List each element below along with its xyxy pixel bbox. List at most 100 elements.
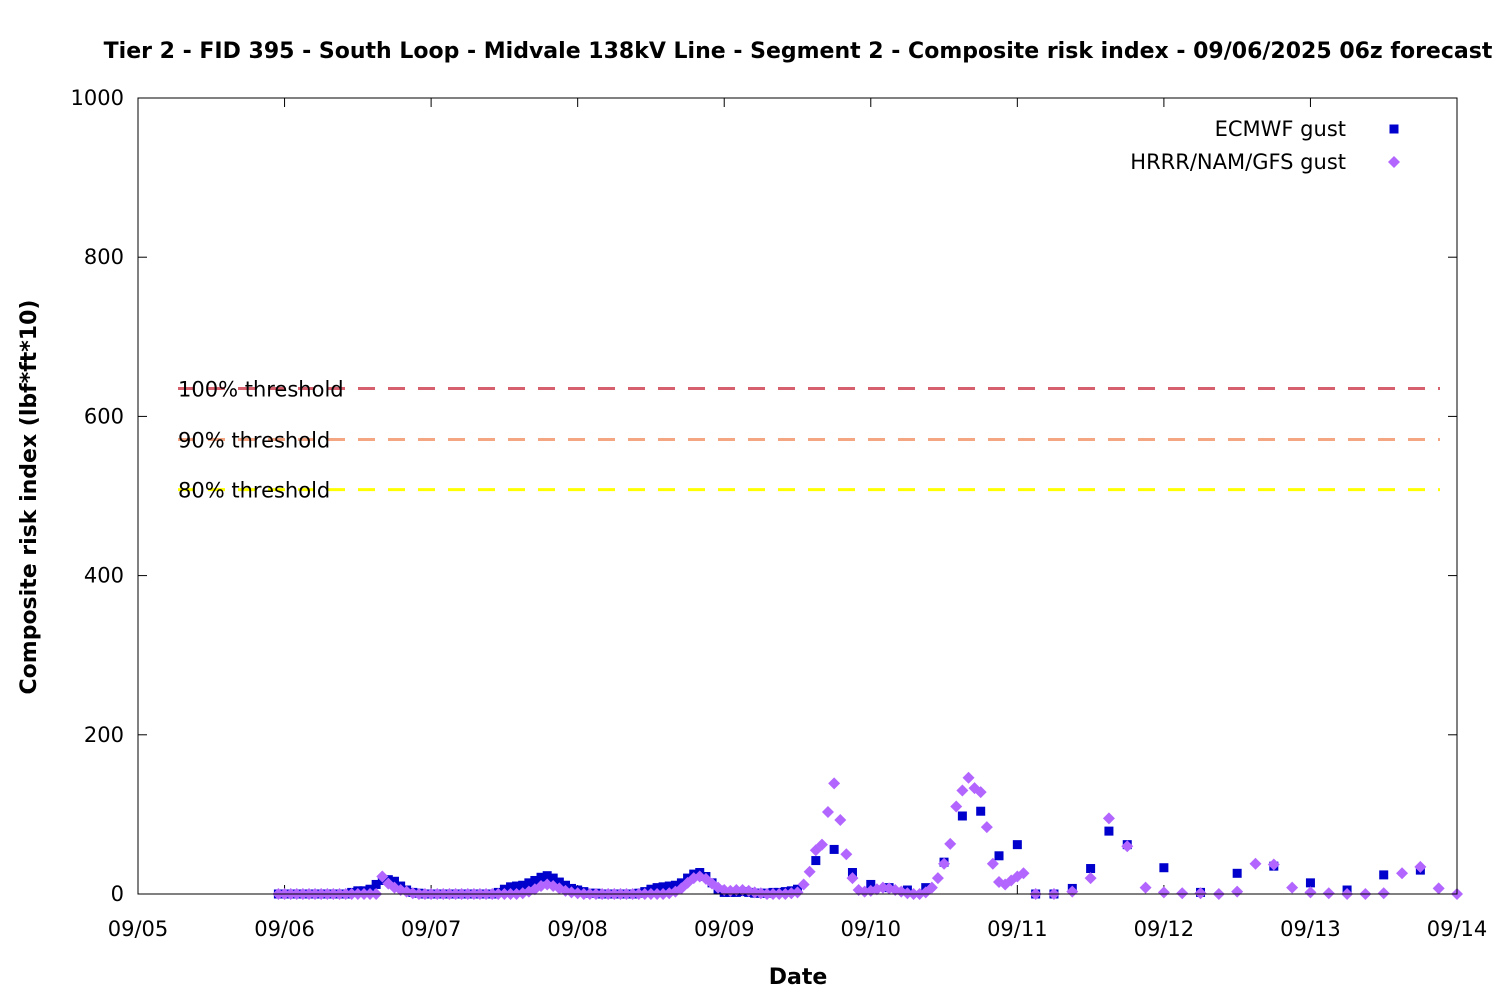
data-point	[840, 848, 853, 861]
data-point	[956, 784, 969, 797]
y-tick-label: 0	[111, 882, 124, 906]
x-tick-label: 09/07	[401, 917, 462, 941]
threshold-lines: 100% threshold 90% threshold 80% threshold	[178, 378, 1440, 503]
legend-label: HRRR/NAM/GFS gust	[1130, 150, 1346, 174]
data-point	[1017, 867, 1030, 880]
data-point	[1414, 860, 1427, 873]
data-point	[976, 806, 986, 816]
data-point	[518, 880, 528, 890]
data-point	[1396, 867, 1409, 880]
threshold-label: 80% threshold	[178, 479, 330, 503]
y-tick-label: 1000	[71, 86, 124, 110]
data-point	[1305, 878, 1315, 888]
data-point	[730, 884, 743, 897]
data-point	[548, 873, 558, 883]
data-point	[652, 883, 662, 893]
plot-frame	[137, 97, 1458, 895]
x-axis-label: Date	[769, 965, 828, 990]
y-axis-label: Composite risk index (lbf*ft*10)	[17, 300, 42, 695]
data-point	[524, 878, 534, 888]
data-point	[1102, 812, 1115, 825]
data-point	[1104, 826, 1114, 836]
y-tick-label: 400	[84, 564, 124, 588]
data-point	[1322, 887, 1335, 900]
data-point	[931, 872, 944, 885]
data-point	[1267, 858, 1280, 871]
threshold-label: 100% threshold	[178, 378, 344, 402]
x-tick-label: 09/08	[547, 917, 608, 941]
data-point	[1249, 857, 1262, 870]
y-tick-label: 600	[84, 404, 124, 428]
data-point	[846, 872, 859, 885]
data-point	[1379, 870, 1389, 880]
data-point	[1286, 881, 1299, 894]
data-point	[957, 811, 967, 821]
data-point	[1432, 882, 1445, 895]
data-point	[1159, 863, 1169, 873]
data-point	[1377, 887, 1390, 900]
x-tick-label: 09/06	[254, 917, 315, 941]
data-point	[834, 813, 847, 826]
data-point	[938, 857, 951, 870]
data-point	[1086, 864, 1096, 874]
data-point	[925, 881, 938, 894]
data-point	[1139, 881, 1152, 894]
data-point	[828, 777, 841, 790]
data-point	[1231, 885, 1244, 898]
data-point	[797, 878, 810, 891]
data-point	[1176, 887, 1189, 900]
data-point	[974, 786, 987, 799]
data-point	[1157, 886, 1170, 899]
x-tick-label: 09/14	[1427, 917, 1488, 941]
data-point	[1304, 886, 1317, 899]
x-tick-label: 09/05	[108, 917, 169, 941]
data-point	[554, 877, 564, 887]
threshold-label: 90% threshold	[178, 428, 330, 452]
data-point	[530, 875, 540, 885]
data-point	[1084, 872, 1097, 885]
data-point	[512, 881, 522, 891]
chart-title: Tier 2 - FID 395 - South Loop - Midvale …	[104, 39, 1493, 64]
legend-marker	[1389, 124, 1399, 134]
x-tick-label: 09/10	[841, 917, 902, 941]
data-point	[1232, 868, 1242, 878]
data-point	[791, 886, 804, 899]
data-point	[670, 880, 680, 890]
y-tick-label: 800	[84, 245, 124, 269]
data-point	[371, 879, 381, 889]
legend-label: ECMWF gust	[1215, 117, 1346, 141]
x-tick-label: 09/13	[1280, 917, 1341, 941]
legend: ECMWF gust HRRR/NAM/GFS gust	[1130, 117, 1400, 174]
data-point	[866, 879, 876, 889]
x-tick-label: 09/09	[694, 917, 755, 941]
data-point	[536, 872, 546, 882]
data-point	[980, 821, 993, 834]
axis-ticks: 0 200 400 600 800 1000 09/05 09/06 09/07 09/08 09/…	[71, 86, 1488, 941]
data-point	[658, 882, 668, 892]
y-tick-label: 200	[84, 723, 124, 747]
data-point	[944, 837, 957, 850]
data-point	[1012, 840, 1022, 850]
data-point	[986, 857, 999, 870]
data-point	[376, 870, 389, 883]
data-point	[821, 806, 834, 819]
data-point	[1194, 887, 1207, 900]
data-point	[829, 844, 839, 854]
data-point	[962, 771, 975, 784]
data-point	[1121, 840, 1134, 853]
data-point	[950, 800, 963, 813]
data-point	[506, 882, 516, 892]
data-point	[803, 865, 816, 878]
data-point	[1066, 885, 1079, 898]
data-point	[811, 856, 821, 866]
data-point	[815, 838, 828, 851]
data-point	[664, 881, 674, 891]
data-point	[994, 851, 1004, 861]
x-tick-label: 09/11	[987, 917, 1048, 941]
data-point	[542, 871, 552, 881]
x-tick-label: 09/12	[1134, 917, 1195, 941]
data-point	[389, 876, 399, 886]
legend-marker	[1388, 156, 1400, 168]
